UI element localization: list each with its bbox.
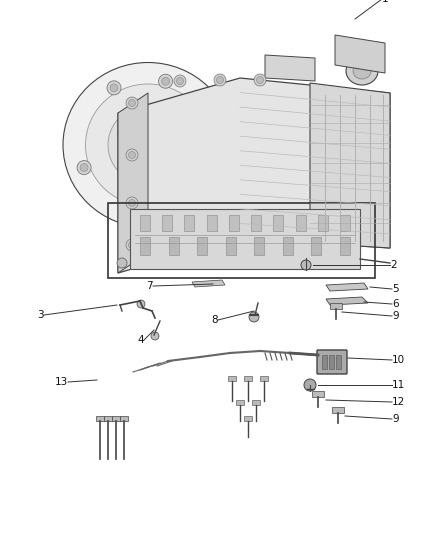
Bar [244, 416, 252, 421]
Bar [228, 376, 236, 381]
Circle shape [127, 205, 134, 213]
Text: 3: 3 [37, 310, 44, 320]
FancyBboxPatch shape [317, 350, 347, 374]
Bar [207, 215, 217, 231]
Polygon shape [130, 209, 360, 269]
Circle shape [126, 149, 138, 161]
Circle shape [126, 197, 138, 209]
Bar [312, 391, 324, 397]
Bar [330, 303, 342, 309]
Bar [340, 215, 350, 231]
Circle shape [128, 241, 135, 248]
Text: 4: 4 [138, 335, 144, 345]
Circle shape [189, 184, 203, 199]
Bar [104, 416, 112, 421]
Bar [197, 237, 207, 255]
Circle shape [192, 188, 200, 196]
Ellipse shape [144, 141, 152, 149]
Circle shape [249, 312, 259, 322]
Text: 2: 2 [390, 260, 397, 270]
Bar [184, 215, 194, 231]
Ellipse shape [346, 57, 378, 85]
Text: 1: 1 [382, 0, 389, 4]
Circle shape [214, 74, 226, 86]
Polygon shape [335, 35, 385, 73]
Circle shape [216, 77, 223, 84]
Bar [318, 215, 328, 231]
Polygon shape [118, 93, 148, 273]
Circle shape [177, 77, 184, 85]
Ellipse shape [85, 84, 211, 206]
Text: 10: 10 [392, 355, 405, 365]
Polygon shape [326, 297, 368, 305]
Circle shape [159, 74, 173, 88]
Polygon shape [192, 280, 225, 287]
Circle shape [200, 105, 214, 119]
Circle shape [203, 108, 211, 116]
Circle shape [128, 151, 135, 158]
Circle shape [124, 202, 138, 216]
Bar [120, 416, 128, 421]
Bar [226, 237, 236, 255]
Bar [260, 376, 268, 381]
Circle shape [254, 74, 266, 86]
Bar [322, 355, 327, 369]
Bar [140, 215, 150, 231]
Circle shape [110, 84, 118, 92]
Circle shape [128, 100, 135, 107]
Bar [296, 215, 306, 231]
Bar [236, 400, 244, 405]
Bar [162, 215, 172, 231]
Ellipse shape [123, 121, 173, 169]
Text: 8: 8 [212, 315, 218, 325]
Bar [340, 237, 350, 255]
Circle shape [80, 164, 88, 172]
Polygon shape [118, 78, 390, 273]
Text: 9: 9 [392, 311, 399, 321]
Bar [244, 376, 252, 381]
Circle shape [162, 77, 170, 85]
Text: 11: 11 [392, 380, 405, 390]
Text: 5: 5 [392, 284, 399, 294]
Circle shape [301, 260, 311, 270]
Bar [229, 215, 239, 231]
Ellipse shape [108, 106, 188, 184]
Bar [96, 416, 104, 421]
Ellipse shape [134, 132, 162, 158]
Bar [332, 407, 344, 413]
Polygon shape [310, 83, 390, 248]
Text: 9: 9 [392, 414, 399, 424]
Circle shape [128, 199, 135, 206]
Circle shape [137, 300, 145, 308]
Bar [169, 237, 179, 255]
Bar [336, 355, 341, 369]
Text: 6: 6 [392, 299, 399, 309]
Bar [311, 237, 321, 255]
Circle shape [257, 77, 264, 84]
Bar [112, 416, 120, 421]
Text: 12: 12 [392, 397, 405, 407]
Bar [273, 215, 283, 231]
Bar [251, 215, 261, 231]
Circle shape [126, 97, 138, 109]
Bar [254, 237, 264, 255]
Polygon shape [326, 283, 368, 291]
Circle shape [174, 75, 186, 87]
Bar [283, 237, 293, 255]
Circle shape [77, 160, 91, 175]
Ellipse shape [63, 62, 233, 228]
Polygon shape [265, 55, 315, 81]
Text: 7: 7 [146, 281, 153, 291]
Text: 13: 13 [55, 377, 68, 387]
Ellipse shape [141, 139, 155, 151]
Circle shape [151, 332, 159, 340]
Bar [140, 237, 150, 255]
Bar [329, 355, 334, 369]
Ellipse shape [353, 63, 371, 79]
Circle shape [126, 239, 138, 251]
Circle shape [117, 258, 127, 268]
Circle shape [304, 379, 316, 391]
Bar [252, 400, 260, 405]
Circle shape [107, 81, 121, 95]
